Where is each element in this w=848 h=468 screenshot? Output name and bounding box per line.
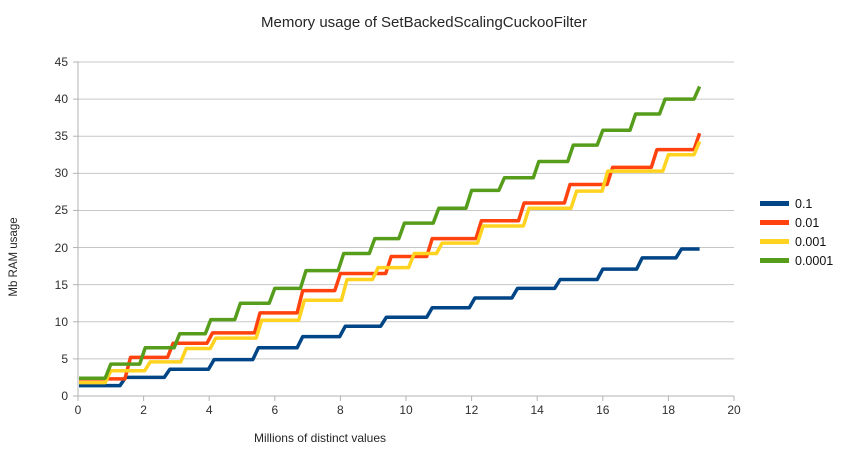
legend: 0.1 0.01 0.001 0.0001 — [760, 194, 833, 270]
y-tick-label: 15 — [54, 277, 68, 292]
y-tick-label: 0 — [61, 389, 68, 403]
x-tick-label: 4 — [205, 403, 213, 417]
x-tick-label: 8 — [337, 403, 344, 417]
x-tick-label: 18 — [661, 403, 676, 417]
legend-item: 0.0001 — [760, 251, 833, 270]
series-line-0.001 — [79, 140, 702, 385]
y-tick-label: 30 — [54, 166, 68, 181]
x-tick-label: 2 — [140, 403, 147, 417]
series-line-0.0001 — [79, 85, 702, 380]
y-tick-label: 25 — [54, 203, 68, 218]
legend-label: 0.1 — [795, 196, 813, 211]
legend-label: 0.001 — [795, 234, 827, 249]
x-tick-label: 16 — [596, 403, 610, 417]
legend-swatch — [760, 201, 789, 206]
y-tick-label: 35 — [54, 129, 68, 144]
series-line-0.01 — [79, 132, 702, 381]
chart-title: Memory usage of SetBackedScalingCuckooFi… — [261, 14, 587, 31]
y-tick-label: 40 — [54, 92, 68, 107]
legend-label: 0.01 — [795, 215, 820, 230]
x-tick-label: 10 — [399, 403, 413, 417]
y-tick-label: 5 — [61, 351, 68, 366]
x-tick-label: 12 — [464, 403, 479, 417]
legend-item: 0.01 — [760, 213, 833, 232]
y-tick-label: 45 — [54, 55, 68, 69]
y-tick-label: 10 — [54, 314, 68, 329]
x-tick-label: 0 — [74, 403, 82, 417]
legend-item: 0.1 — [760, 194, 833, 213]
x-tick-label: 20 — [727, 403, 741, 417]
legend-swatch — [760, 239, 789, 244]
series-line-0.1 — [79, 247, 700, 388]
x-tick-label: 6 — [271, 403, 279, 417]
legend-swatch — [760, 220, 789, 225]
y-tick-label: 20 — [54, 240, 68, 255]
legend-swatch — [760, 258, 789, 263]
legend-item: 0.001 — [760, 232, 833, 251]
x-axis-title: Millions of distinct values — [253, 431, 387, 445]
legend-label: 0.0001 — [795, 253, 834, 268]
x-tick-label: 14 — [530, 403, 544, 417]
